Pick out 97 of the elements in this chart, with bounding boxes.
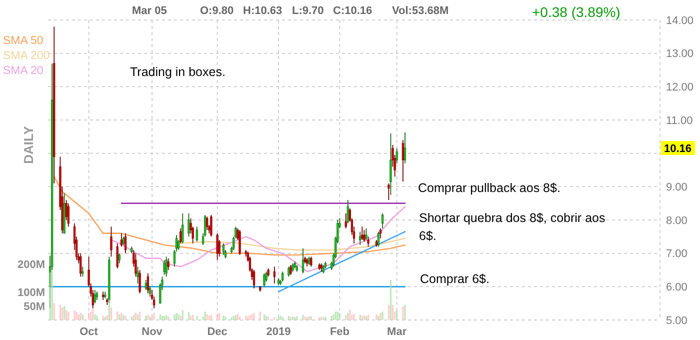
x-tick-label: Dec <box>207 326 228 338</box>
candlestick <box>308 256 310 266</box>
text: O:9.80 <box>200 5 234 17</box>
candlestick <box>148 286 152 298</box>
candlestick <box>138 270 141 294</box>
text: H:10.63 <box>243 5 282 17</box>
candlestick <box>136 266 139 284</box>
candlestick <box>282 271 284 282</box>
candlestick <box>118 252 120 264</box>
candlestick <box>318 262 320 270</box>
candlestick <box>359 231 362 246</box>
candlestick <box>146 272 150 294</box>
candlestick <box>130 246 133 254</box>
candlestick <box>106 298 108 306</box>
candlestick <box>165 256 168 278</box>
candlestick <box>310 256 312 268</box>
y-tick-label: 12.00 <box>666 82 694 94</box>
annotation: 10.16 <box>664 142 692 155</box>
x-tick-label: Oct <box>80 326 98 338</box>
text: L:9.70 <box>292 5 324 17</box>
y-tick-label: 13.00 <box>666 48 694 60</box>
candlestick <box>296 264 298 272</box>
candlestick <box>259 286 262 292</box>
x-tick-label: Nov <box>142 326 164 338</box>
text: SMA 200 <box>3 50 50 62</box>
y-tick-label: 11.00 <box>666 114 693 127</box>
x-tick-label: 2019 <box>266 326 291 338</box>
y-tick-label: 14.00 <box>666 14 694 27</box>
candlestick <box>94 290 96 304</box>
candlestick <box>222 242 225 256</box>
annotation: Comprar 6$. <box>420 272 490 286</box>
y-tick-label: 5.00 <box>666 314 688 327</box>
y-tick-label: 8.00 <box>666 214 688 227</box>
text: Vol:53.68M <box>392 5 449 17</box>
candlestick <box>379 228 382 239</box>
annotation: Shortar quebra dos 8$, cobrir aos 6$. <box>419 211 606 244</box>
candlestick <box>116 242 118 269</box>
candlestick <box>404 132 406 164</box>
text: +0.38 (3.89%) <box>532 4 620 20</box>
text: SMA 50 <box>3 35 44 47</box>
annotation: Comprar pullback aos 8$. <box>418 181 560 195</box>
y-tick-label: 6.00 <box>666 282 688 294</box>
candlestick <box>294 261 296 269</box>
candlestick <box>63 192 66 234</box>
candlestick <box>361 226 364 240</box>
candlestick <box>102 291 104 300</box>
candlestick <box>134 252 137 278</box>
line-series <box>53 176 406 256</box>
y-tick-label: 9.00 <box>666 182 688 194</box>
text: DAILY <box>21 126 36 164</box>
candlestick <box>292 262 294 272</box>
text: Mar 05 <box>132 5 167 17</box>
candlestick <box>196 226 198 242</box>
candlestick <box>110 226 112 258</box>
candlestick <box>388 182 390 200</box>
candlestick <box>402 140 404 182</box>
text: SMA 20 <box>3 65 44 77</box>
candlestick <box>144 280 147 290</box>
candlestick <box>381 212 384 229</box>
candlestick <box>122 236 125 246</box>
candlestick <box>306 258 308 268</box>
candlestick <box>180 228 182 244</box>
x-tick-label: Feb <box>330 326 350 338</box>
candlestick <box>273 266 276 284</box>
text: C:10.16 <box>333 5 372 17</box>
candlestick <box>216 232 218 260</box>
y2-tick-label: 100M <box>17 286 45 299</box>
candlestick <box>346 200 349 224</box>
candlestick <box>51 63 54 270</box>
candlestick <box>182 212 184 244</box>
candlestick <box>320 262 322 272</box>
candlestick <box>377 231 380 248</box>
candlestick <box>302 248 304 274</box>
candlestick <box>80 252 82 278</box>
candlestick <box>244 250 247 258</box>
candlestick <box>120 232 123 248</box>
candlestick <box>267 268 270 278</box>
candlestick <box>252 270 256 289</box>
y2-tick-label: 50M <box>24 300 45 313</box>
candlestick <box>67 202 70 228</box>
candlestick <box>188 212 190 238</box>
candlestick <box>344 212 347 229</box>
line-series <box>110 206 406 272</box>
candlestick <box>82 266 84 278</box>
y-tick-label: 7.00 <box>666 248 688 260</box>
annotation: Trading in boxes. <box>130 65 226 79</box>
line-series <box>178 238 406 251</box>
candlestick <box>396 148 398 164</box>
candlestick <box>277 278 280 286</box>
candlestick <box>322 264 324 274</box>
candlestick <box>124 232 127 254</box>
x-tick-label: Mar <box>387 326 408 338</box>
candlestick <box>53 26 56 184</box>
candlestick <box>390 132 392 196</box>
candlestick <box>167 258 170 270</box>
y2-tick-label: 200M <box>17 258 45 271</box>
candlestick <box>375 240 378 248</box>
